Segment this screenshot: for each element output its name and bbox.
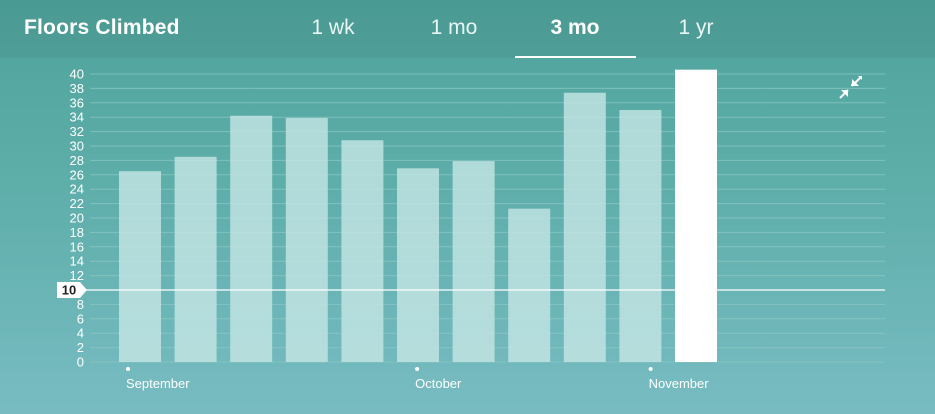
collapse-arrows-icon[interactable] [836, 74, 864, 102]
header-bar: Floors Climbed 1 wk 1 mo 3 mo 1 yr [0, 0, 935, 58]
y-tick-label: 2 [77, 340, 84, 355]
bar [174, 156, 217, 362]
bar [230, 115, 273, 362]
y-tick-label: 12 [70, 268, 84, 283]
y-tick-label: 8 [77, 297, 84, 312]
bar [341, 140, 384, 362]
y-tick-label: 14 [70, 254, 84, 269]
bar [452, 161, 495, 362]
y-tick-label: 30 [70, 139, 84, 154]
tab-1-week[interactable]: 1 wk [311, 16, 355, 39]
tab-3-months[interactable]: 3 mo [550, 16, 600, 39]
y-tick-label: 16 [70, 239, 84, 254]
reference-line-tag [57, 282, 87, 298]
y-tick-label: 36 [70, 95, 84, 110]
month-marker-dot [415, 367, 420, 371]
y-tick-label: 28 [70, 153, 84, 168]
bar [119, 171, 161, 362]
y-tick-label: 26 [70, 167, 84, 182]
reference-line-label: 10 [62, 283, 76, 298]
month-label: September [126, 376, 190, 391]
month-label: October [415, 376, 462, 391]
y-tick-label: 32 [70, 124, 84, 139]
y-tick-label: 18 [70, 225, 84, 240]
y-tick-label: 22 [70, 196, 84, 211]
bar [285, 117, 328, 362]
bar [563, 92, 606, 362]
y-tick-label: 34 [70, 110, 84, 125]
month-marker-dot [126, 367, 130, 371]
active-tab-indicator [515, 56, 636, 58]
month-marker-dot [648, 367, 653, 371]
bar [397, 168, 439, 362]
y-tick-label: 40 [70, 67, 84, 82]
bar-highlighted [675, 69, 717, 363]
tab-1-month[interactable]: 1 mo [430, 16, 478, 39]
bar [508, 208, 551, 362]
month-label: November [649, 376, 710, 391]
bar [619, 110, 662, 362]
tab-1-year[interactable]: 1 yr [678, 16, 714, 39]
y-tick-label: 4 [77, 326, 84, 341]
y-tick-label: 24 [70, 182, 84, 197]
y-tick-label: 20 [70, 211, 84, 226]
y-tick-label: 6 [77, 311, 84, 326]
y-tick-label: 38 [70, 81, 84, 96]
page-title: Floors Climbed [24, 16, 180, 39]
y-tick-label: 0 [77, 355, 84, 370]
